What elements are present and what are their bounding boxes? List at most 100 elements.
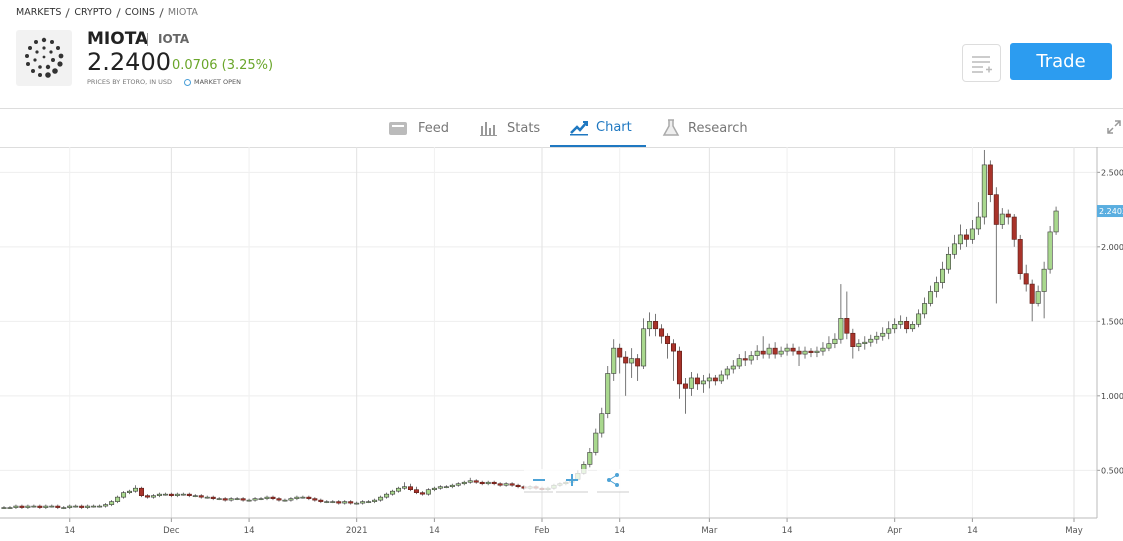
x-tick-label: 2021 (346, 526, 368, 536)
candle-body (336, 501, 342, 504)
tab-label: Research (688, 120, 748, 136)
trade-button[interactable]: Trade (1010, 43, 1112, 80)
candle-body (939, 268, 945, 283)
candle-body (348, 501, 354, 504)
candle-body (485, 481, 491, 485)
candle-body (796, 350, 802, 355)
candle-body (103, 504, 109, 507)
expand-icon[interactable] (1106, 119, 1122, 135)
price-change: 0.0706 (3.25%) (172, 58, 274, 73)
candle-body (665, 335, 671, 344)
candle-body (880, 332, 886, 337)
watchlist-button[interactable] (962, 44, 1001, 82)
breadcrumb-item[interactable]: MARKETS (16, 7, 62, 18)
candle-body (916, 313, 922, 325)
candle-body (25, 505, 31, 508)
candle-body (324, 501, 330, 503)
y-tick-label: 2.5000 (1101, 168, 1123, 177)
candle-body (61, 507, 67, 509)
candle-body (300, 496, 306, 499)
candle-body (258, 498, 264, 500)
chart-controls[interactable] (524, 469, 629, 493)
candle-body (1041, 268, 1047, 292)
candle-body (43, 505, 49, 508)
candle-body (121, 492, 127, 498)
candle-body (479, 481, 485, 485)
breadcrumb-item[interactable]: CRYPTO (74, 7, 112, 18)
x-tick-label: 14 (64, 526, 75, 536)
x-tick-label: 14 (782, 526, 793, 536)
y-tick-label: 1.5000 (1101, 317, 1123, 326)
candle-body (246, 499, 252, 502)
candle-body (31, 505, 37, 508)
candle-body (372, 499, 378, 502)
candle-body (772, 347, 778, 355)
candle-body (234, 498, 240, 500)
candle-body (1053, 210, 1059, 233)
tab[interactable]: Stats (479, 109, 540, 147)
candle-body (659, 328, 665, 337)
candle-body (635, 358, 641, 367)
candle-body (473, 480, 479, 483)
candle-body (19, 505, 25, 508)
candle-body (49, 505, 55, 508)
candle-body (1047, 231, 1053, 270)
candle-body (109, 501, 115, 505)
candle-body (198, 495, 204, 498)
tab-label: Stats (507, 120, 541, 136)
candle-body (306, 496, 312, 499)
chart: 0.5000 1.0000 1.5000 2.0000 2.5000 14 Dec 14 202… (0, 147, 1123, 536)
candle-body (497, 483, 503, 486)
candle-body (647, 321, 653, 330)
candle-body (288, 498, 294, 501)
candle-body (330, 501, 336, 503)
candle-body (425, 489, 431, 495)
candle-body (736, 358, 742, 367)
x-tick-label: May (1065, 526, 1083, 536)
candle-body (37, 505, 43, 508)
candle-body (934, 282, 940, 292)
candle-body (700, 380, 706, 385)
candle-body (115, 496, 121, 502)
candle-body (240, 498, 246, 501)
candle-body (150, 495, 156, 498)
candle-body (975, 216, 981, 230)
candle-body (688, 377, 694, 389)
candle-body (222, 498, 228, 501)
candle-body (922, 303, 928, 315)
candle-body (276, 498, 282, 501)
candle-body (886, 328, 892, 334)
candle-body (455, 483, 461, 486)
candle-body (1023, 273, 1029, 285)
breadcrumb: MARKETS CRYPTO COINS MIOTA (16, 7, 198, 18)
candle-body (7, 507, 13, 509)
candle-body (706, 377, 712, 382)
tab[interactable]: Research (661, 109, 748, 147)
candle-body (838, 318, 844, 340)
breadcrumb-separator (116, 7, 121, 18)
candle-body (210, 496, 216, 499)
tab[interactable]: Feed (387, 109, 449, 147)
candle-body (742, 358, 748, 361)
candle-body (85, 505, 91, 508)
x-tick-label: Apr (887, 526, 902, 536)
x-tick-label: 14 (967, 526, 978, 536)
candle-body (437, 486, 443, 489)
tab-bar: Feed Stats Chart Research (0, 108, 1123, 148)
candle-body (593, 432, 599, 453)
tab[interactable]: Chart (550, 109, 646, 147)
candle-body (431, 487, 437, 490)
candle-body (443, 486, 449, 489)
candle-body (91, 505, 97, 508)
breadcrumb-item[interactable]: MIOTA (167, 7, 198, 18)
tab-icon (480, 122, 497, 136)
tab-icon (662, 119, 680, 136)
candle-body (467, 480, 473, 483)
breadcrumb-item[interactable]: COINS (124, 7, 155, 18)
candle-body (963, 234, 969, 240)
price: 2.2400 (87, 48, 171, 76)
candle-body (294, 496, 300, 499)
x-tick-label: 14 (614, 526, 625, 536)
candle-body (910, 324, 916, 330)
